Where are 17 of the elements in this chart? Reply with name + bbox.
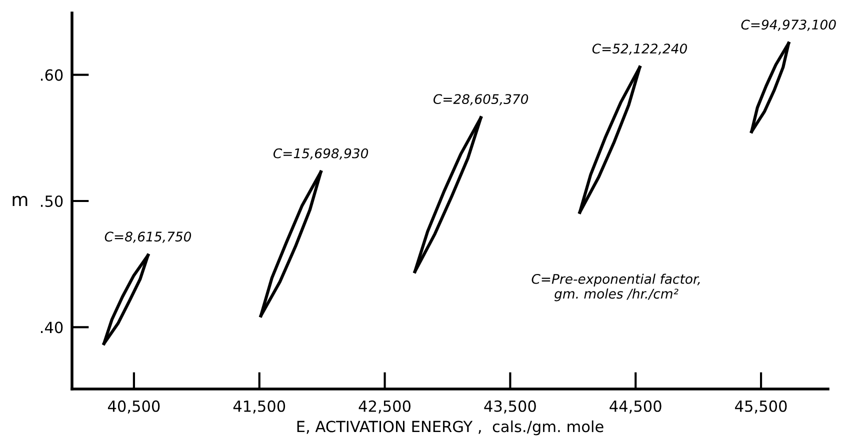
x-tick-label: 41,500 — [233, 400, 286, 414]
annotation: C=Pre-exponential factor, gm. moles /hr./cm² — [532, 274, 700, 302]
x-tick-label: 42,500 — [358, 400, 410, 414]
annotation: C=28,605,370 — [434, 94, 528, 106]
x-tick-label: 40,500 — [108, 400, 160, 414]
y-tick-label: .50 — [41, 195, 63, 208]
x-tick-label: 44,500 — [610, 400, 662, 414]
x-tick-label: 45,500 — [735, 400, 787, 414]
annotation: C=52,122,240 — [592, 44, 687, 55]
annotation: C=15,698,930 — [273, 148, 368, 160]
annotation: C=8,615,750 — [104, 232, 192, 243]
y-axis-title: m — [12, 196, 28, 206]
y-tick-label: .40 — [41, 322, 63, 334]
x-axis-title: E, ACTIVATION ENERGY , cals./gm. mole — [297, 420, 604, 436]
y-tick-label: .60 — [41, 69, 63, 81]
x-tick-label: 43,500 — [484, 400, 536, 414]
annotation: C=94,973,100 — [741, 20, 836, 31]
